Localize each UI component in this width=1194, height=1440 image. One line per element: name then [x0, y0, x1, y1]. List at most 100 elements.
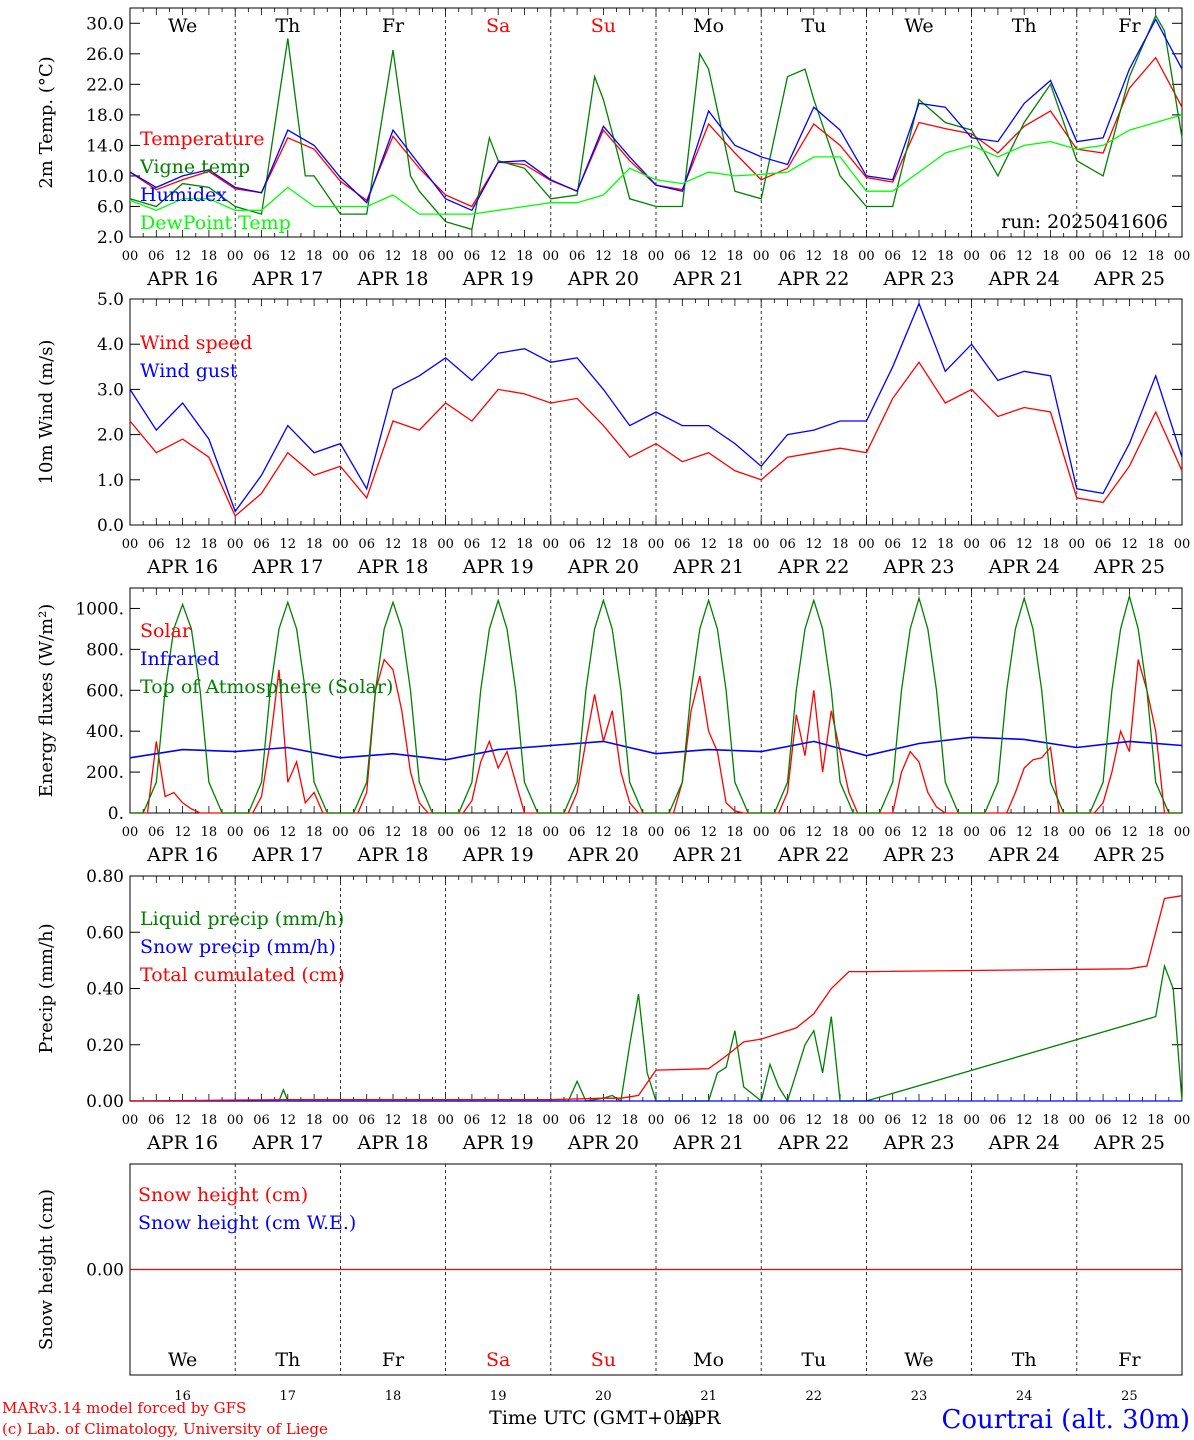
date-label: APR 20 — [567, 844, 639, 866]
hour-label: 00 — [753, 537, 770, 552]
hour-label: 00 — [753, 249, 770, 264]
hour-label: 12 — [490, 537, 507, 552]
hour-label: 06 — [148, 825, 165, 840]
series-line-dewpoint-temp — [129, 114, 1183, 215]
weekday-label: Tu — [801, 1349, 826, 1371]
hour-label: 06 — [253, 825, 270, 840]
date-label: APR 19 — [462, 1132, 534, 1154]
series-line-infrared — [129, 736, 1183, 761]
day-number: 21 — [700, 1389, 717, 1404]
date-label: APR 22 — [777, 844, 849, 866]
credit-line: MARv3.14 model forced by GFS — [2, 1399, 246, 1417]
hour-label: 06 — [253, 1113, 270, 1128]
day-number: 24 — [1016, 1389, 1033, 1404]
weekday-label: Su — [591, 1349, 616, 1371]
hour-label: 12 — [911, 1113, 928, 1128]
hour-label: 12 — [174, 249, 191, 264]
hour-label: 12 — [490, 249, 507, 264]
weekday-label: Su — [591, 15, 616, 37]
hour-label: 06 — [464, 537, 481, 552]
hour-label: 12 — [806, 1113, 823, 1128]
date-label: APR 25 — [1093, 556, 1165, 578]
hour-label: 12 — [280, 825, 297, 840]
hour-label: 00 — [1174, 537, 1191, 552]
hour-label: 06 — [358, 825, 375, 840]
date-label: APR 18 — [356, 556, 428, 578]
hour-label: 12 — [385, 1113, 402, 1128]
hour-label: 12 — [174, 825, 191, 840]
day-number: 18 — [385, 1389, 402, 1404]
hour-label: 00 — [1069, 1113, 1086, 1128]
hour-label: 00 — [437, 249, 454, 264]
hour-label: 06 — [464, 825, 481, 840]
y-tick-label: 5.0 — [97, 290, 124, 310]
hour-label: 18 — [516, 249, 533, 264]
hour-label: 18 — [727, 249, 744, 264]
date-label: APR 20 — [567, 556, 639, 578]
hour-label: 12 — [280, 249, 297, 264]
hour-label: 00 — [1174, 249, 1191, 264]
date-label: APR 21 — [672, 1132, 744, 1154]
date-label: APR 19 — [462, 556, 534, 578]
hour-label: 12 — [595, 249, 612, 264]
hour-label: 18 — [727, 1113, 744, 1128]
series-line-vigne-temp — [129, 14, 1183, 231]
date-label: APR 21 — [672, 556, 744, 578]
hour-label: 06 — [148, 1113, 165, 1128]
x-axis-label: Time UTC (GMT+0h) — [489, 1407, 695, 1429]
hour-label: 00 — [332, 249, 349, 264]
y-tick-label: 18.0 — [86, 106, 124, 126]
date-label: APR 18 — [356, 1132, 428, 1154]
y-tick-label: 0.00 — [86, 1261, 124, 1281]
date-label: APR 17 — [251, 556, 323, 578]
hour-label: 18 — [516, 825, 533, 840]
hour-label: 00 — [1069, 537, 1086, 552]
day-number: 19 — [490, 1389, 507, 1404]
legend-entry: Liquid precip (mm/h) — [140, 908, 344, 930]
weekday-label: Fr — [382, 15, 405, 37]
hour-label: 18 — [201, 537, 218, 552]
series-line-total-cumulated-cm — [129, 895, 1183, 1102]
hour-label: 12 — [1121, 249, 1138, 264]
date-label: APR 24 — [988, 844, 1060, 866]
hour-label: 00 — [1174, 1113, 1191, 1128]
hour-label: 06 — [779, 537, 796, 552]
hour-label: 12 — [595, 825, 612, 840]
date-label: APR 21 — [672, 844, 744, 866]
hour-label: 18 — [1042, 537, 1059, 552]
panel-5 — [129, 1163, 1183, 1376]
hour-label: 18 — [1042, 249, 1059, 264]
weekday-label: Tu — [801, 15, 826, 37]
hour-label: 00 — [1069, 249, 1086, 264]
hour-label: 00 — [753, 825, 770, 840]
date-label: APR 17 — [251, 844, 323, 866]
hour-label: 12 — [595, 537, 612, 552]
y-tick-label: 0. — [108, 804, 124, 824]
hour-label: 18 — [1147, 825, 1164, 840]
date-label: APR 25 — [1093, 1132, 1165, 1154]
series-line-wind-gust — [129, 301, 1183, 513]
day-number: 20 — [595, 1389, 612, 1404]
hour-label: 06 — [990, 825, 1007, 840]
hour-label: 06 — [1095, 1113, 1112, 1128]
weekday-label: Mo — [693, 1349, 724, 1371]
weekday-label: Fr — [382, 1349, 405, 1371]
hour-label: 18 — [832, 537, 849, 552]
hour-label: 06 — [1095, 249, 1112, 264]
y-tick-label: 0.0 — [97, 516, 124, 536]
hour-label: 00 — [122, 1113, 139, 1128]
hour-label: 18 — [621, 825, 638, 840]
hour-label: 00 — [963, 249, 980, 264]
hour-label: 18 — [411, 825, 428, 840]
date-label: APR 24 — [988, 268, 1060, 290]
hour-label: 12 — [1121, 537, 1138, 552]
y-axis-label: 10m Wind (m/s) — [36, 340, 57, 485]
y-tick-label: 600. — [86, 681, 124, 701]
credit-line: (c) Lab. of Climatology, University of L… — [2, 1420, 328, 1438]
y-tick-label: 4.0 — [97, 335, 124, 355]
y-tick-label: 0.00 — [86, 1092, 124, 1112]
weekday-label: Mo — [693, 15, 724, 37]
series-line-liquid-precip-mm-h — [130, 963, 1183, 1103]
hour-label: 06 — [990, 1113, 1007, 1128]
weekday-label: Th — [275, 1349, 300, 1371]
